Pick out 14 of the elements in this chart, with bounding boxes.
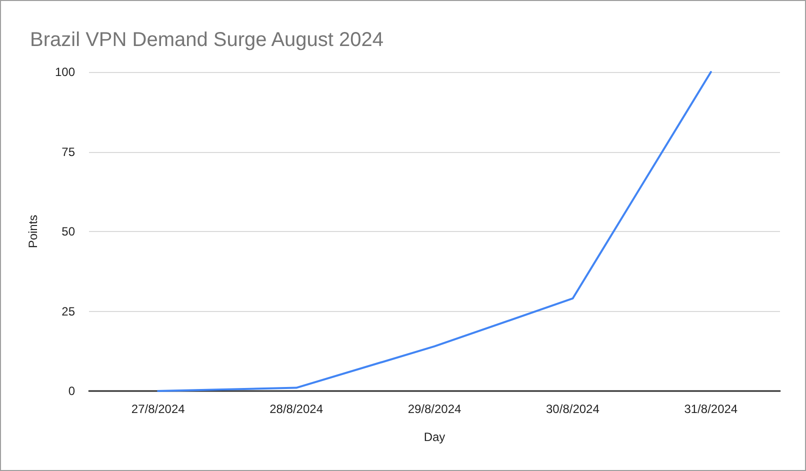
y-tick-label: 25 (62, 304, 76, 318)
x-tick-label: 30/8/2024 (546, 402, 600, 416)
y-axis-title: Points (26, 214, 40, 248)
y-tick-label: 100 (54, 65, 76, 79)
chart-title: Brazil VPN Demand Surge August 2024 (30, 29, 384, 51)
y-tick-label: 50 (62, 224, 76, 238)
line-series (157, 71, 712, 392)
x-axis-title: Day (424, 430, 446, 444)
x-tick-label: 31/8/2024 (684, 402, 738, 416)
x-tick-label: 29/8/2024 (408, 402, 462, 416)
x-tick-label: 27/8/2024 (131, 402, 186, 416)
x-tick-label: 28/8/2024 (270, 402, 324, 416)
y-tick-label: 75 (62, 144, 76, 159)
y-tick-label: 0 (68, 384, 76, 398)
